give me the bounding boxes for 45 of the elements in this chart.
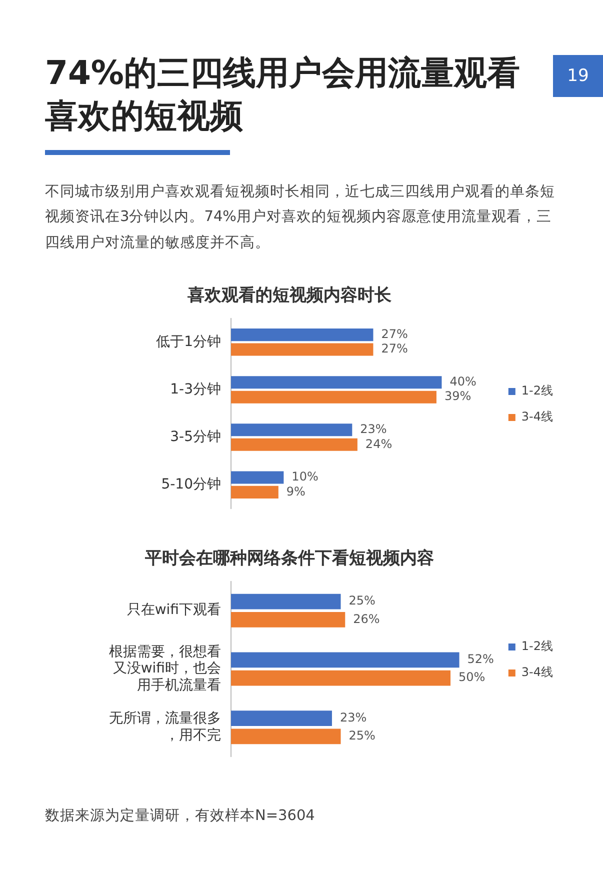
bar: [231, 594, 341, 610]
bar: [231, 471, 284, 484]
text: 数据来源为定量调研，有效样本N=3604: [45, 806, 316, 825]
data-label: 25%: [348, 728, 376, 743]
y-tick-label: 无所谓，流量很多，用不完: [109, 710, 221, 744]
y-tick-label: 3-5分钟: [170, 428, 221, 445]
bar: [231, 670, 450, 686]
bar: [231, 438, 358, 451]
legend-label: 1-2线: [521, 384, 554, 398]
data-label: 23%: [360, 422, 387, 436]
bar: [231, 710, 332, 726]
chart-title: 平时会在哪种网络条件下看短视频内容: [144, 548, 434, 569]
legend-label: 3-4线: [521, 410, 554, 424]
data-label: 27%: [381, 342, 408, 356]
y-tick-label: 1-3分钟: [170, 381, 221, 398]
bar: [231, 486, 278, 498]
data-label: 24%: [365, 436, 392, 451]
data-label: 50%: [458, 670, 486, 684]
bar: [231, 376, 442, 389]
y-tick-label: 5-10分钟: [161, 476, 221, 492]
y-tick-label: 低于1分钟: [156, 334, 221, 350]
bar: [231, 328, 374, 342]
data-label: 39%: [444, 389, 472, 404]
legend-label: 1-2线: [521, 639, 554, 654]
bar: [231, 390, 436, 404]
bar: [231, 343, 374, 356]
data-label: 52%: [467, 652, 494, 666]
data-label: 10%: [292, 470, 318, 484]
data-label: 27%: [381, 326, 408, 341]
bar: [231, 728, 341, 744]
bar: [231, 652, 460, 668]
data-label: 26%: [353, 612, 380, 626]
text: 不同城市级别用户喜欢观看短视频时长相同，近七成三四线用户观看的单条短视频资讯在3分钟以内。74%用户对喜欢的短视频内容愿意使用流量观看，三四线用户对流量的敏感度并不高。: [45, 182, 556, 253]
bar: [231, 424, 352, 436]
y-tick-label: 根据需要，很想看又没wifi时，也会用手机流量看: [109, 644, 221, 694]
data-label: 9%: [286, 484, 306, 498]
data-label: 40%: [450, 374, 476, 388]
chart-title: 喜欢观看的短视频内容时长: [186, 286, 392, 306]
text: 19: [553, 55, 603, 97]
bar: [231, 612, 346, 628]
text: 74%的三四线用户会用流量观看喜欢的短视频: [45, 52, 521, 137]
y-tick-label: 只在wifi下观看: [126, 602, 221, 618]
data-label: 23%: [340, 710, 367, 724]
legend-label: 3-4线: [521, 665, 554, 680]
data-label: 25%: [348, 594, 376, 608]
